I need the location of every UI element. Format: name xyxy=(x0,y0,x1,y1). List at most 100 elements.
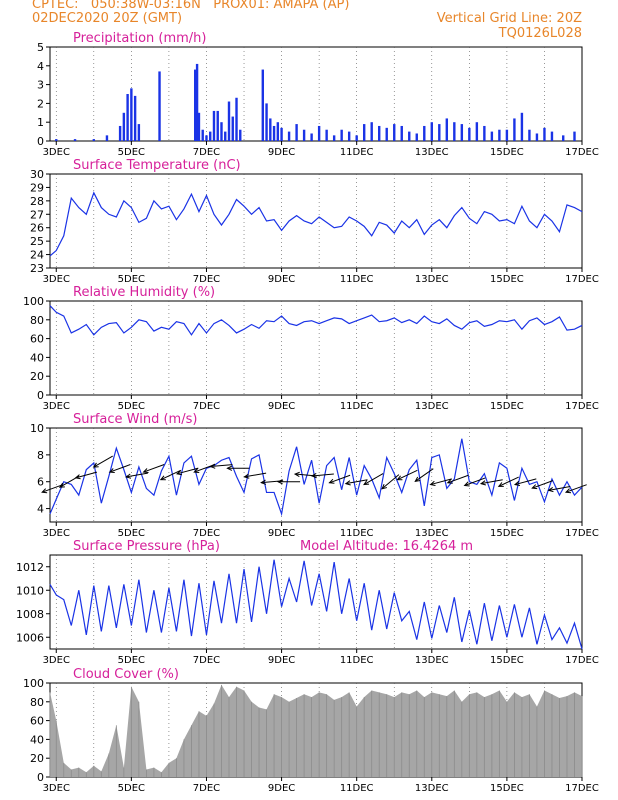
precip-bar xyxy=(310,133,313,141)
wind-vector xyxy=(329,474,351,484)
precip-bar xyxy=(261,69,265,141)
temp-frame xyxy=(49,173,583,269)
wind-vector-head xyxy=(463,481,470,487)
precip-bar xyxy=(220,122,223,141)
wind-vector xyxy=(447,474,469,484)
precip-ytick-label: 1 xyxy=(37,116,44,129)
wind-xtick-label: 15DEC xyxy=(490,528,524,539)
precip-bar xyxy=(562,135,565,141)
wind-vector-head xyxy=(142,468,149,474)
pressure-xtick-label: 17DEC xyxy=(565,655,599,666)
precip-bar xyxy=(550,131,554,141)
precip-bar xyxy=(272,125,276,141)
wind-vector xyxy=(176,467,199,475)
temp-xtick-label: 17DEC xyxy=(565,274,599,285)
wind-title: Surface Wind (m/s) xyxy=(73,412,197,427)
precip-bar xyxy=(276,122,280,141)
wind-vector xyxy=(345,479,368,485)
wind-vector xyxy=(548,486,571,491)
header-grid-line: Vertical Grid Line: 20Z xyxy=(436,11,582,26)
precip-bar xyxy=(295,124,298,141)
wind-vector xyxy=(93,455,113,468)
precip-ytick-label: 4 xyxy=(37,60,44,73)
rh-ytick-label: 80 xyxy=(30,314,44,327)
wind-vector-head xyxy=(446,478,453,484)
precip-bar xyxy=(158,71,161,141)
precip-bar xyxy=(325,129,328,141)
precip-xtick-label: 11DEC xyxy=(340,147,374,158)
precip-bar xyxy=(55,139,58,141)
wind-vector-head xyxy=(344,480,351,486)
rh-xtick-label: 7DEC xyxy=(193,401,220,412)
wind-vector xyxy=(109,464,131,473)
wind-frame xyxy=(49,427,583,523)
rh-xtick-label: 15DEC xyxy=(490,401,524,412)
wind-xtick-label: 11DEC xyxy=(340,528,374,539)
wind-vector xyxy=(126,472,148,478)
wind-vector-head xyxy=(363,480,370,486)
rh-xtick-label: 5DEC xyxy=(118,401,145,412)
temp-ytick-label: 28 xyxy=(30,195,44,208)
precip-bar xyxy=(133,95,137,141)
precip-bar xyxy=(445,118,449,141)
wind-vector-head xyxy=(226,465,233,471)
wind-vector xyxy=(75,471,98,479)
precip-bar xyxy=(235,97,238,141)
precip-bar xyxy=(227,101,231,141)
precip-bar xyxy=(340,129,343,141)
pressure-model-altitude: Model Altitude: 16.4264 m xyxy=(300,539,473,554)
precip-bar xyxy=(122,112,126,141)
precip-bar xyxy=(92,139,96,141)
temp-xtick-label: 7DEC xyxy=(193,274,220,285)
precip-bar xyxy=(224,131,227,141)
precip-bar xyxy=(453,122,456,141)
wind-vector-head xyxy=(396,475,403,481)
wind-xtick-label: 7DEC xyxy=(193,528,220,539)
precip-bar xyxy=(347,131,351,141)
wind-vector-head xyxy=(381,484,388,490)
wind-vector-head xyxy=(175,470,183,476)
wind-ytick-label: 4 xyxy=(37,503,44,516)
precip-bar xyxy=(355,135,358,141)
pressure-ytick-label: 1006 xyxy=(16,631,44,644)
wind-vector xyxy=(565,484,587,493)
wind-xtick-label: 9DEC xyxy=(268,528,295,539)
wind-vector xyxy=(41,484,64,493)
cloud-title: Cloud Cover (%) xyxy=(73,667,179,682)
temp-ytick-label: 23 xyxy=(30,262,44,275)
precip-bar xyxy=(332,135,336,141)
precip-xtick-label: 17DEC xyxy=(565,147,599,158)
precip-bar xyxy=(520,112,524,141)
wind-vector-head xyxy=(125,473,132,479)
pressure-ytick-label: 1012 xyxy=(16,561,44,574)
wind-series-line xyxy=(49,438,583,517)
precip-bar xyxy=(430,122,433,141)
pressure-xtick-label: 5DEC xyxy=(118,655,145,666)
wind-vector-head xyxy=(41,488,48,494)
precip-bar xyxy=(393,124,396,141)
temp-title: Surface Temperature (nC) xyxy=(73,158,241,173)
precip-bar xyxy=(498,129,501,141)
precip-bar xyxy=(216,110,219,141)
wind-ytick-label: 6 xyxy=(37,476,44,489)
wind-vector-head xyxy=(513,480,521,486)
temp-ytick-label: 24 xyxy=(30,249,44,262)
precip-bar xyxy=(209,131,212,141)
pressure-frame xyxy=(49,554,583,650)
rh-ytick-label: 100 xyxy=(23,295,44,308)
wind-vector-head xyxy=(531,484,538,490)
precip-title: Precipitation (mm/h) xyxy=(73,31,206,46)
rh-ytick-label: 40 xyxy=(30,351,44,364)
precip-bar xyxy=(460,124,464,141)
precip-bar xyxy=(528,129,531,141)
precip-bar xyxy=(205,135,208,141)
precip-bar xyxy=(400,125,403,141)
precip-bar xyxy=(378,125,381,141)
wind-vector-head xyxy=(479,480,486,486)
precip-bar xyxy=(201,129,204,141)
wind-vector xyxy=(244,472,267,478)
wind-vector-head xyxy=(260,479,267,485)
rh-ytick-label: 60 xyxy=(30,333,44,346)
wind-vector-head xyxy=(193,468,200,474)
